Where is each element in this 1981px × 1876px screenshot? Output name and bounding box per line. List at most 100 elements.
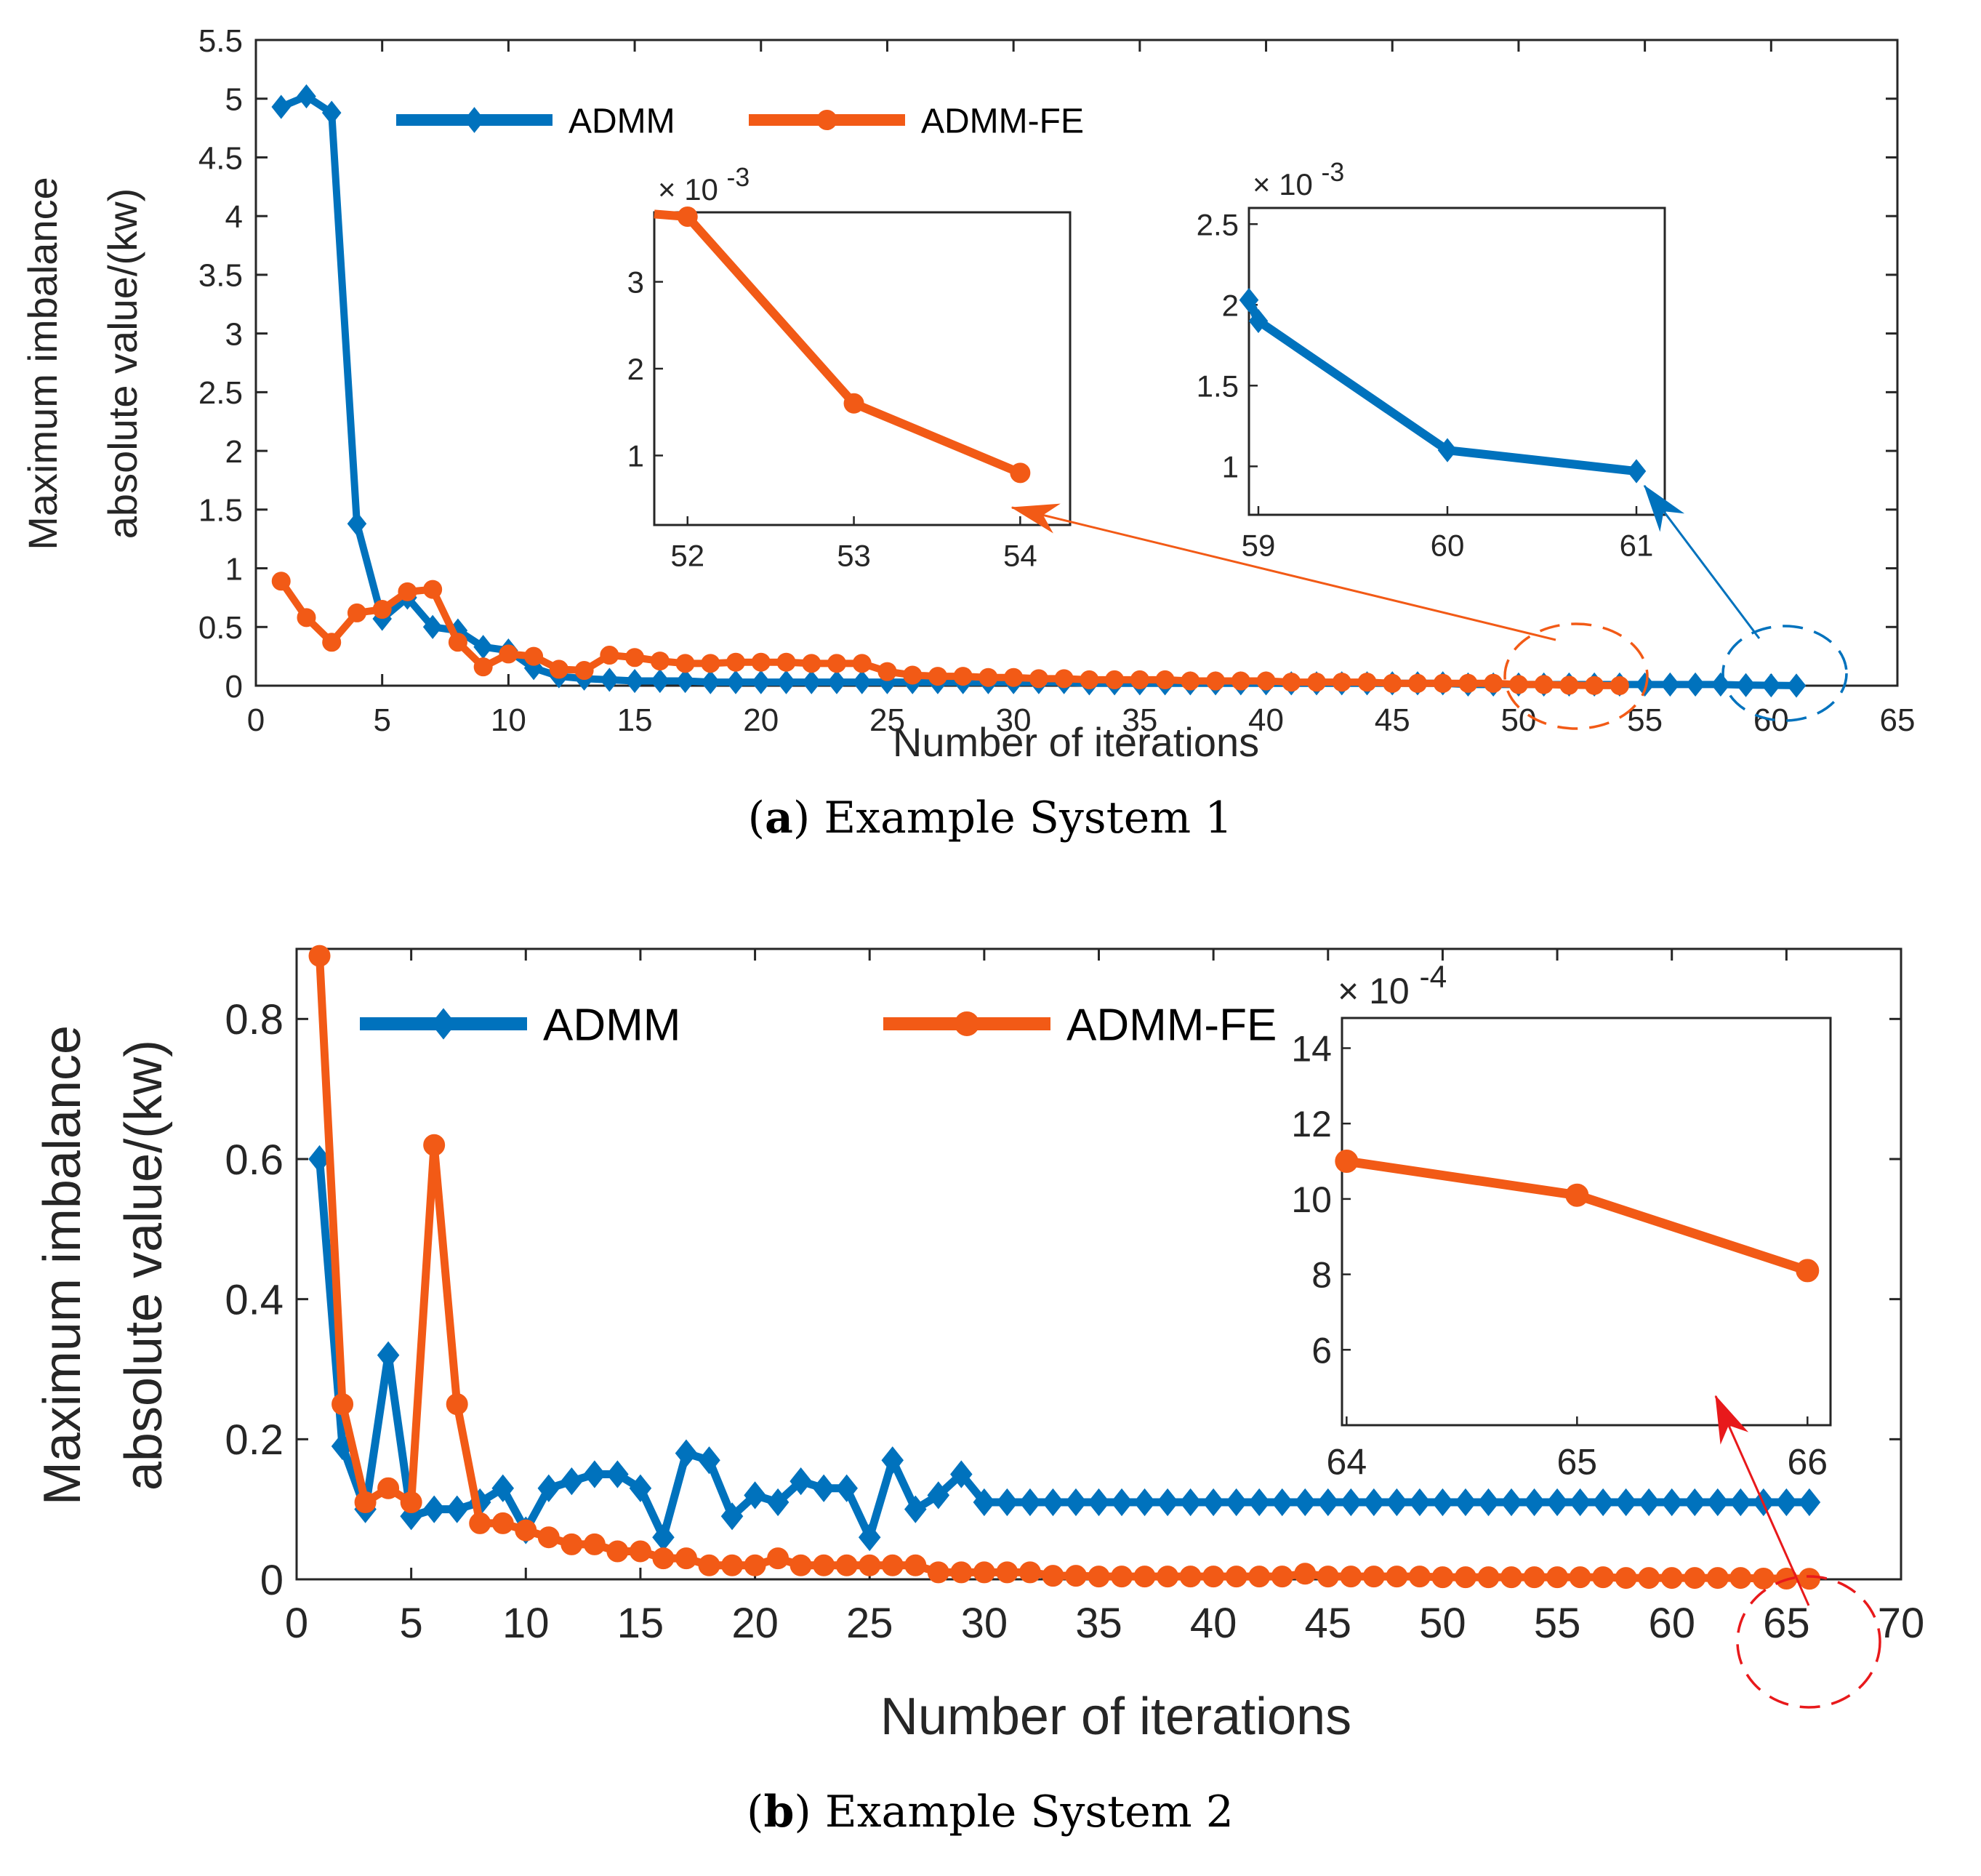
data-point — [767, 1547, 789, 1570]
x-tick-label: 45 — [1305, 1600, 1352, 1647]
inset-data-point — [1239, 287, 1259, 313]
data-point — [1247, 1488, 1271, 1517]
caption-letter: a — [765, 793, 793, 843]
x-tick-label: 35 — [1122, 702, 1157, 738]
y-tick-label: 4.5 — [198, 140, 243, 176]
callout-ellipse — [1736, 1575, 1881, 1709]
data-point — [726, 670, 746, 694]
inset-y-tick-label: 2.5 — [1197, 207, 1239, 241]
data-point — [1386, 1566, 1408, 1588]
data-point — [1615, 1488, 1637, 1517]
x-tick-label: 30 — [996, 702, 1032, 738]
data-point — [446, 1495, 468, 1523]
data-point — [928, 667, 947, 686]
legend-marker — [430, 1008, 457, 1040]
data-point — [903, 665, 923, 685]
data-point — [1775, 1488, 1798, 1517]
data-point — [499, 644, 518, 664]
x-tick-label: 20 — [743, 702, 779, 738]
caption-prefix: ( — [748, 793, 765, 843]
data-point — [858, 1523, 881, 1552]
data-point — [347, 603, 366, 622]
data-point — [422, 614, 443, 639]
data-point — [1317, 1488, 1340, 1517]
inset-y-tick-label: 8 — [1311, 1255, 1332, 1296]
data-point — [904, 1554, 927, 1576]
data-point — [1477, 1488, 1500, 1517]
data-point — [1684, 1567, 1706, 1590]
x-tick-label: 40 — [1190, 1600, 1237, 1647]
data-point — [979, 668, 998, 687]
data-point — [1271, 1566, 1293, 1588]
inset-data-point — [1626, 459, 1647, 484]
x-tick-label: 50 — [1500, 702, 1536, 738]
data-point — [701, 670, 720, 694]
data-point — [1433, 673, 1452, 693]
data-point — [377, 1341, 400, 1369]
x-tick-label: 65 — [1763, 1600, 1810, 1647]
inset-data-point — [1335, 1150, 1359, 1174]
data-point — [996, 1488, 1018, 1517]
data-point — [1752, 1567, 1775, 1590]
x-tick-label: 15 — [617, 702, 653, 738]
data-point — [1591, 1488, 1615, 1517]
data-point — [1317, 1566, 1339, 1588]
data-point — [1706, 1567, 1729, 1590]
data-point — [1362, 1566, 1385, 1588]
y-tick-label: 1 — [225, 551, 243, 587]
data-point — [973, 1561, 995, 1584]
y-axis-label-line2: absolute value/(kw) — [100, 188, 145, 539]
data-point — [1018, 1488, 1042, 1517]
data-point — [606, 1460, 629, 1488]
inset-x-tick-label: 54 — [1003, 539, 1037, 573]
y-tick-label: 2.5 — [198, 375, 243, 411]
data-point — [448, 633, 467, 652]
inset-y-tick-label: 2 — [627, 352, 644, 386]
data-point — [1761, 673, 1781, 698]
legend-label: ADMM — [543, 1000, 680, 1050]
inset-y-tick-label: 10 — [1291, 1179, 1332, 1220]
data-point — [1157, 1566, 1179, 1588]
legend-label: ADMM — [568, 102, 675, 140]
inset-x-tick-label: 61 — [1620, 529, 1654, 563]
data-point — [1559, 676, 1579, 695]
data-point — [720, 1502, 744, 1531]
x-axis-label: Number of iterations — [880, 1688, 1351, 1746]
data-point — [950, 1460, 973, 1488]
data-point — [1431, 1488, 1454, 1517]
y-tick-label: 0.6 — [225, 1137, 284, 1184]
inset-exponent-base: × 10 — [1253, 167, 1313, 201]
data-point — [650, 668, 670, 694]
data-point — [1340, 1488, 1362, 1517]
caption-text: ) Example System 2 — [794, 1787, 1234, 1837]
data-point — [1202, 1566, 1225, 1588]
series-admm-fe — [271, 572, 1629, 695]
inset-data-point — [677, 206, 698, 227]
data-point — [1635, 672, 1655, 697]
data-point — [881, 1554, 904, 1576]
data-point — [1386, 1488, 1408, 1517]
data-point — [600, 668, 619, 692]
figure-caption: (a) Example System 1 — [748, 793, 1233, 843]
data-point — [1660, 1488, 1683, 1517]
data-point — [1133, 1566, 1156, 1588]
inset-data-point — [843, 393, 864, 414]
y-axis-label-line1: Maximum imbalance — [20, 177, 65, 550]
x-tick-label: 5 — [400, 1600, 423, 1647]
data-point — [766, 1488, 789, 1517]
data-point — [583, 1533, 606, 1555]
data-point — [1282, 673, 1301, 692]
data-point — [1431, 1566, 1454, 1589]
data-point — [1454, 1566, 1476, 1589]
data-point — [271, 95, 292, 119]
data-point — [629, 1540, 651, 1563]
inset-data-point — [1565, 1183, 1589, 1207]
data-point — [1231, 671, 1250, 691]
inset-x-tick-label: 59 — [1242, 529, 1276, 563]
data-point — [1307, 673, 1327, 692]
data-point — [600, 646, 619, 665]
data-point — [400, 1491, 422, 1514]
data-point — [1054, 669, 1074, 689]
data-point — [1546, 1488, 1569, 1517]
data-point — [1088, 1566, 1110, 1588]
